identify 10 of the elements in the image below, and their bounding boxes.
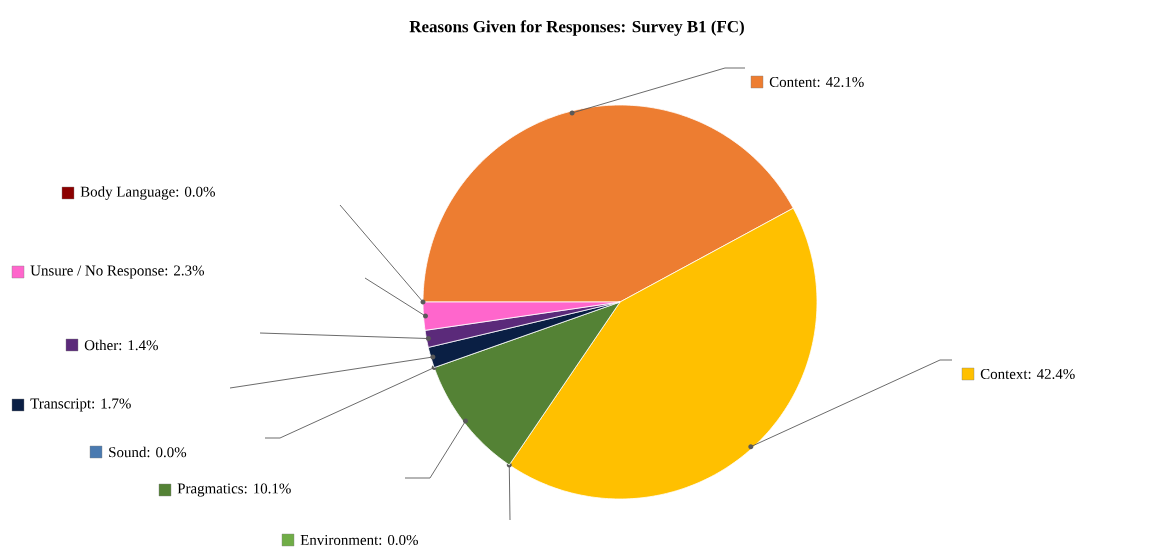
legend-label: Body Language: 0.0% xyxy=(80,186,215,200)
legend-label: Environment: 0.0% xyxy=(300,534,418,546)
legend-label: Unsure / No Response: 2.3% xyxy=(30,265,205,279)
legend-label: Other: 1.4% xyxy=(84,339,158,351)
chart-title: Reasons Given for Responses: Survey B1 (FC) xyxy=(409,20,744,36)
legend-label: Content: 42.1% xyxy=(769,76,864,88)
legend-label: Pragmatics: 10.1% xyxy=(177,483,291,497)
legend-label: Context: 42.4% xyxy=(980,368,1075,380)
legend-label: Transcript: 1.7% xyxy=(30,398,131,412)
legend-label: Sound: 0.0% xyxy=(109,446,187,458)
